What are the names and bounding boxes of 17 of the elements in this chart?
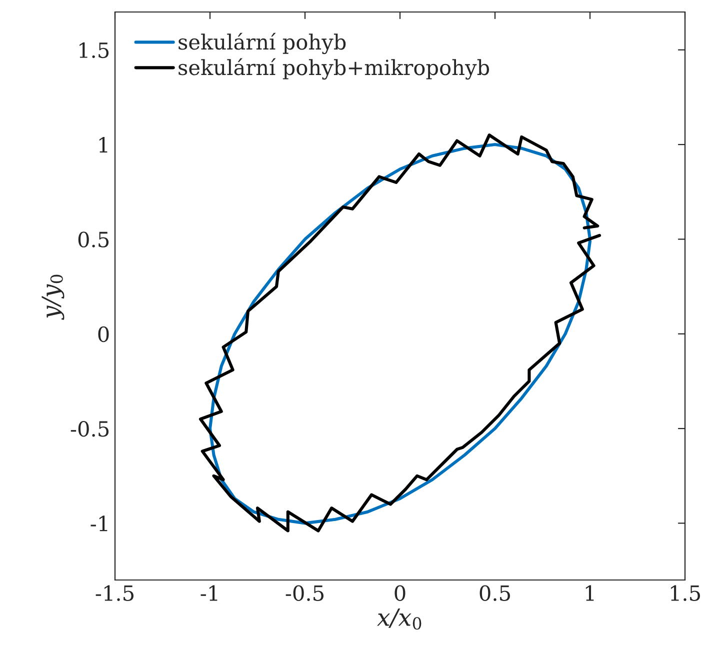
y-tick-label: -1 bbox=[90, 516, 108, 532]
x-tick-label: 1 bbox=[586, 585, 594, 601]
x-tick-label: -0.5 bbox=[286, 585, 324, 601]
legend-label: sekulární pohyb bbox=[178, 32, 346, 54]
y-tick-label: 1.5 bbox=[80, 42, 109, 58]
x-tick-label: 1.5 bbox=[670, 585, 700, 601]
y-tick-label: 0 bbox=[98, 326, 109, 342]
y-tick-label: -0.5 bbox=[70, 420, 109, 437]
x-tick-label: -1 bbox=[200, 585, 218, 601]
x-tick-label: 0.5 bbox=[480, 585, 510, 601]
y-tick-label: 0.5 bbox=[78, 232, 109, 248]
x-tick-label: -1.5 bbox=[96, 585, 134, 601]
legend-label: sekulární pohyb+mikropohyb bbox=[178, 58, 490, 80]
x-tick-label: 0 bbox=[394, 585, 406, 601]
y-axis-title: y/y$_{0}$ bbox=[42, 274, 64, 320]
y-tick-label: 1 bbox=[99, 136, 108, 152]
x-axis-title: x/x$_{0}$ bbox=[377, 608, 422, 630]
